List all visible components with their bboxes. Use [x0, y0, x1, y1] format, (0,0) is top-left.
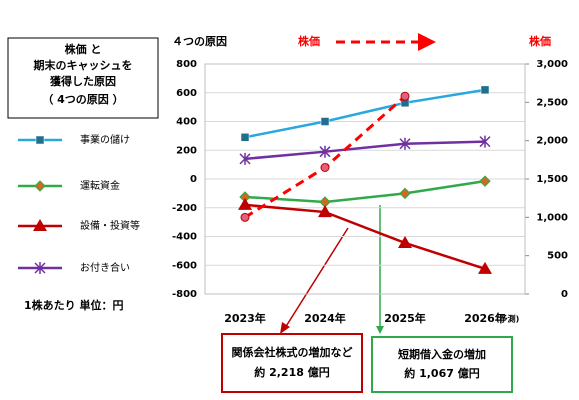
- marker: [240, 133, 250, 142]
- y-tick-label: -400: [172, 232, 197, 243]
- marker: [479, 135, 491, 148]
- annotation-arrow: [284, 227, 349, 329]
- series-line: [244, 88, 486, 139]
- x-tick-label: 2026年: [464, 311, 506, 325]
- marker: [319, 145, 331, 158]
- title-line: 期末のキャッシュを: [34, 58, 133, 72]
- annotation-arrowhead: [376, 326, 384, 334]
- marker: [239, 152, 251, 165]
- annotation-arrowhead: [280, 322, 290, 334]
- marker: [318, 205, 332, 218]
- y-tick-label: 400: [176, 117, 197, 128]
- y2-tick-label: 1,500: [536, 174, 568, 185]
- marker: [34, 180, 46, 192]
- marker: [33, 219, 47, 231]
- subtitle: ４つの原因: [172, 35, 227, 48]
- series-line: [244, 203, 486, 271]
- x-tick-label: 2025年: [384, 311, 426, 325]
- title-box: [7, 37, 159, 119]
- forecast-note: (予測): [496, 314, 519, 324]
- price-arrowhead: [418, 33, 436, 51]
- y-tick-label: 600: [176, 88, 197, 99]
- legend-label: お付き合い: [80, 261, 130, 274]
- marker: [479, 175, 491, 187]
- marker: [320, 163, 330, 172]
- annotation-text: 関係会社株式の増加など: [232, 345, 353, 359]
- y-tick-label: 800: [176, 59, 197, 70]
- plot-frame: [204, 63, 526, 295]
- legend-label: 運転資金: [80, 179, 120, 192]
- x-tick-label: 2023年: [224, 311, 266, 325]
- y-tick-label: -600: [172, 260, 197, 271]
- title-line: 株価 と: [65, 42, 102, 56]
- marker: [398, 235, 412, 248]
- y-tick-label: -200: [172, 203, 197, 214]
- title-line: 獲得した原因: [50, 74, 116, 88]
- annotation-text: 約 2,218 億円: [254, 365, 329, 379]
- y2-tick-label: 2,000: [536, 136, 568, 147]
- marker: [478, 261, 492, 274]
- marker: [240, 212, 250, 222]
- y2-label: 株価: [529, 34, 551, 48]
- annotation-text: 約 1,067 億円: [404, 366, 479, 380]
- annotation-box: [221, 333, 363, 393]
- y2-tick-label: 3,000: [536, 59, 568, 70]
- series-line: [244, 140, 486, 161]
- title-line: （ 4つの原因 ）: [42, 93, 123, 106]
- marker: [399, 137, 411, 150]
- legend-label: 事業の儲け: [80, 133, 130, 146]
- annotation-box: [371, 336, 513, 393]
- unit-note: 1株あたり 単位：円: [24, 298, 123, 312]
- marker: [480, 85, 490, 95]
- marker: [238, 197, 252, 210]
- series-line: [244, 179, 486, 204]
- annotation-text: 短期借入金の増加: [398, 347, 486, 361]
- legend-label: 設備・投資等: [80, 219, 140, 232]
- marker: [400, 91, 410, 101]
- price-label: 株価: [298, 34, 320, 48]
- y-tick-label: -800: [172, 289, 197, 300]
- y-tick-label: 0: [190, 174, 197, 185]
- marker: [35, 135, 45, 145]
- x-tick-label: 2024年: [304, 311, 346, 325]
- y-tick-label: 200: [176, 145, 197, 156]
- y2-tick-label: 0: [561, 289, 568, 300]
- marker: [399, 187, 411, 200]
- y2-tick-label: 1,000: [536, 212, 568, 223]
- y2-tick-label: 2,500: [536, 97, 568, 108]
- y2-tick-label: 500: [547, 251, 568, 262]
- marker: [34, 262, 46, 274]
- marker: [320, 117, 330, 126]
